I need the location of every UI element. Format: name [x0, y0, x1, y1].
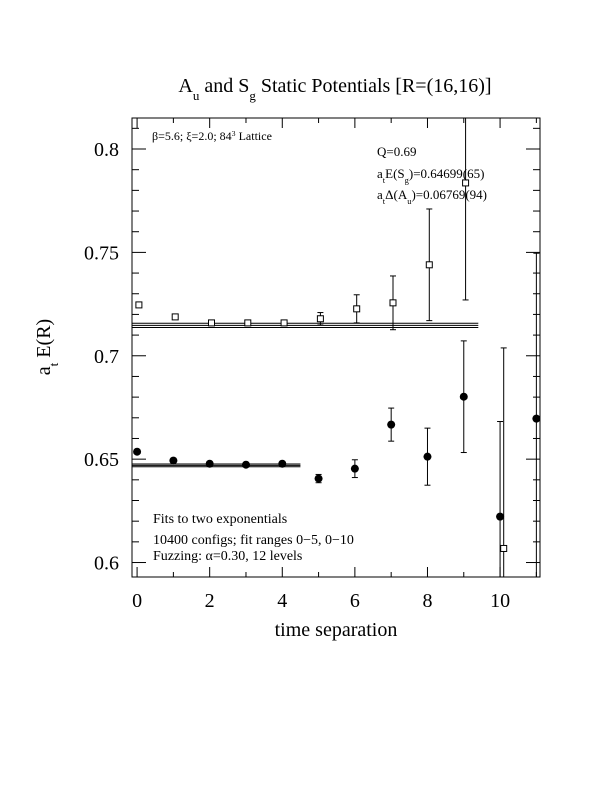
annotation: 10400 configs; fit ranges 0−5, 0−10 — [153, 533, 354, 548]
x-tick-label: 8 — [422, 590, 432, 612]
x-tick-label: 0 — [132, 590, 142, 612]
text-part: E(S — [385, 166, 405, 181]
text-part: Fits to two exponentials — [153, 512, 287, 527]
data-point — [280, 319, 288, 327]
x-axis-label: time separation — [275, 619, 398, 641]
annotation: atΔ(Au)=0.06769(94) — [377, 187, 487, 206]
text-part: t — [383, 196, 386, 206]
x-tick-label: 6 — [350, 590, 360, 612]
text-part: u — [407, 196, 412, 206]
text-part: a — [377, 187, 383, 202]
y-tick-label: 0.6 — [94, 553, 119, 575]
data-point — [205, 459, 214, 468]
data-point — [316, 315, 324, 323]
text-part: )=0.06769(94) — [411, 187, 487, 202]
data-point — [532, 414, 540, 423]
y-axis-label: at E(R) — [33, 319, 61, 375]
y-tick-label: 0.7 — [94, 346, 119, 368]
text-part: β=5.6; ξ=2.0; 84 — [152, 129, 232, 143]
annotation: atE(Sg)=0.64699(65) — [377, 166, 484, 185]
data-point — [241, 460, 250, 469]
text-part: Fuzzing: α=0.30, 12 levels — [153, 549, 302, 564]
data-point — [171, 313, 179, 321]
data-point — [353, 305, 361, 313]
text-part: and S — [199, 75, 249, 97]
data-point — [496, 512, 505, 521]
annotation: Fuzzing: α=0.30, 12 levels — [153, 549, 302, 564]
data-point — [459, 392, 468, 401]
text-part: )=0.64699(65) — [409, 166, 485, 181]
data-point — [462, 179, 470, 187]
data-point — [135, 301, 143, 309]
text-part: Q=0.69 — [377, 144, 416, 159]
text-part: A — [178, 75, 193, 97]
data-point — [133, 447, 142, 456]
plot-area — [132, 118, 540, 577]
x-tick-label: 4 — [277, 590, 287, 612]
data-point — [244, 319, 252, 327]
x-tick-label: 10 — [490, 590, 510, 612]
text-part: t — [383, 175, 386, 185]
y-tick-label: 0.8 — [94, 139, 119, 161]
y-tick-label: 0.65 — [84, 449, 119, 471]
plot-frame — [131, 117, 541, 578]
data-point — [389, 299, 397, 307]
data-point — [350, 464, 359, 473]
annotation: β=5.6; ξ=2.0; 843 Lattice — [152, 129, 272, 144]
text-part: t — [46, 362, 61, 366]
text-part: E(R) — [33, 319, 55, 363]
text-part: g — [249, 88, 256, 103]
data-point — [387, 420, 396, 429]
text-part: Lattice — [236, 129, 272, 143]
data-point — [423, 452, 432, 461]
data-point — [278, 459, 287, 468]
text-part: a — [377, 166, 383, 181]
text-part: 3 — [232, 129, 236, 138]
text-part: 10400 configs; fit ranges 0−5, 0−10 — [153, 533, 354, 548]
text-part: time separation — [275, 619, 398, 641]
annotation: Fits to two exponentials — [153, 512, 287, 527]
data-point — [500, 544, 508, 552]
chart-title: Au and Sg Static Potentials [R=(16,16)] — [178, 75, 491, 103]
text-part: Δ(A — [385, 187, 408, 202]
data-point — [314, 474, 323, 483]
text-part: a — [33, 366, 55, 375]
text-part: Static Potentials [R=(16,16)] — [256, 75, 492, 97]
y-tick-label: 0.75 — [84, 242, 119, 264]
text-part: g — [405, 175, 410, 185]
x-tick-label: 2 — [205, 590, 215, 612]
data-point — [425, 261, 433, 269]
data-point — [169, 456, 178, 465]
data-point — [207, 319, 215, 327]
text-part: u — [193, 88, 200, 103]
annotation: Q=0.69 — [377, 144, 416, 159]
